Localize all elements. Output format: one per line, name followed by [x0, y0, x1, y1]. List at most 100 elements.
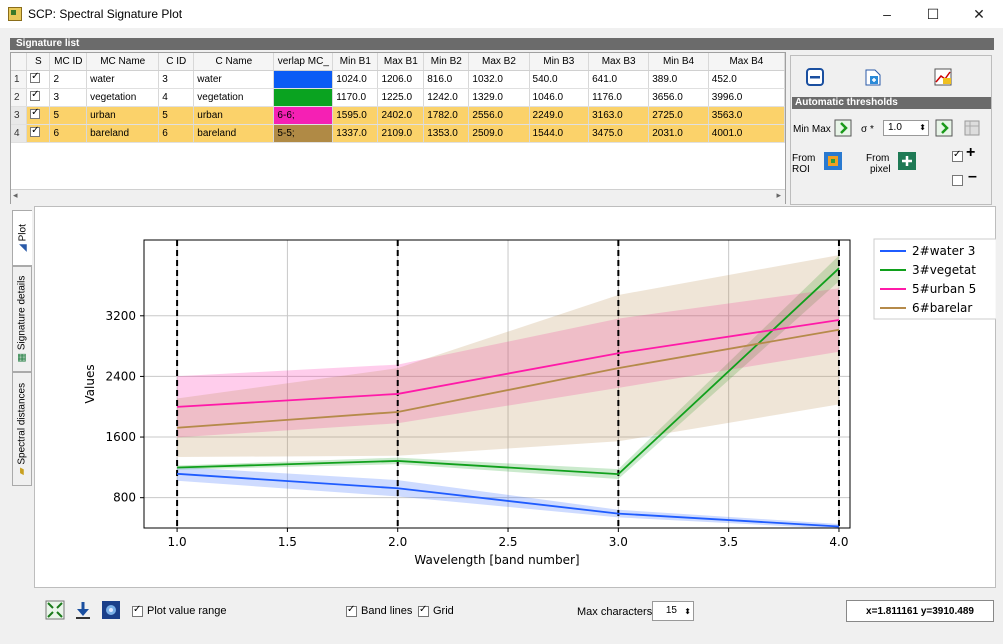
select-cell[interactable] [26, 70, 51, 89]
column-header[interactable]: Min B4 [648, 53, 709, 71]
column-header[interactable]: MC Name [86, 53, 160, 71]
remove-signature-button[interactable] [804, 66, 826, 88]
value-cell[interactable]: 3563.0 [708, 106, 785, 125]
color-cell[interactable]: 5-5; [273, 124, 334, 143]
tab-spectral-distances[interactable]: ▰ Spectral distances [12, 372, 32, 486]
c-id-cell[interactable]: 5 [158, 106, 195, 125]
value-cell[interactable]: 816.0 [423, 70, 470, 89]
select-checkbox[interactable] [30, 125, 41, 137]
sigma-spinbox[interactable]: 1.0 ⬍ [883, 120, 929, 136]
value-cell[interactable]: 1046.0 [529, 88, 590, 107]
c-name-cell[interactable]: bareland [193, 124, 275, 143]
row-number[interactable]: 4 [11, 124, 28, 143]
fit-plot-button[interactable] [44, 599, 66, 621]
c-name-cell[interactable]: water [193, 70, 275, 89]
close-button[interactable]: ✕ [973, 5, 985, 22]
value-cell[interactable]: 1353.0 [423, 124, 470, 143]
c-id-cell[interactable]: 3 [158, 70, 195, 89]
color-cell[interactable]: 6-6; [273, 106, 334, 125]
signature-table[interactable]: S MC ID MC Name C ID C Name verlap MC_ Min B1 M… [10, 52, 786, 204]
value-cell[interactable]: 2509.0 [468, 124, 530, 143]
spectral-signature-chart[interactable]: 1.0 1.5 2.0 2.5 3.0 3.5 4.0 800 1600 2400 3200 Wave… [34, 206, 996, 588]
value-cell[interactable]: 3656.0 [648, 88, 709, 107]
c-name-cell[interactable]: vegetation [193, 88, 275, 107]
table-row[interactable]: 46bareland6bareland5-5;1337.02109.01353.… [11, 124, 785, 143]
value-cell[interactable]: 389.0 [648, 70, 709, 89]
band-lines-checkbox[interactable] [346, 604, 357, 617]
value-cell[interactable]: 2402.0 [377, 106, 425, 125]
select-checkbox[interactable] [30, 89, 41, 101]
column-header[interactable]: Max B1 [377, 53, 425, 71]
color-cell[interactable] [273, 88, 334, 107]
value-cell[interactable]: 2109.0 [377, 124, 425, 143]
plus-checkbox[interactable] [952, 149, 963, 162]
spin-arrows-icon[interactable]: ⬍ [919, 123, 926, 132]
mc-id-cell[interactable]: 2 [49, 70, 88, 89]
value-cell[interactable]: 1595.0 [332, 106, 379, 125]
column-header[interactable]: C ID [158, 53, 195, 71]
select-checkbox[interactable] [30, 71, 41, 83]
column-header[interactable] [11, 53, 28, 71]
spin-arrows-icon[interactable]: ⬍ [684, 607, 691, 616]
plot-value-range-toggle[interactable]: Plot value range [132, 604, 227, 617]
column-header[interactable]: Min B1 [332, 53, 379, 71]
row-number[interactable]: 3 [11, 106, 28, 125]
c-name-cell[interactable]: urban [193, 106, 275, 125]
max-characters-spinbox[interactable]: 15 ⬍ [652, 601, 694, 621]
tab-signature-details[interactable]: ▦ Signature details [12, 266, 32, 372]
value-cell[interactable]: 3163.0 [588, 106, 650, 125]
column-header[interactable]: Min B3 [529, 53, 590, 71]
mc-name-cell[interactable]: urban [86, 106, 160, 125]
value-cell[interactable]: 1242.0 [423, 88, 470, 107]
column-header[interactable]: C Name [193, 53, 275, 71]
column-header[interactable]: Min B2 [423, 53, 470, 71]
mc-id-cell[interactable]: 3 [49, 88, 88, 107]
sigma-apply-button[interactable] [934, 118, 954, 138]
column-header[interactable]: Max B2 [468, 53, 530, 71]
from-pixel-button[interactable] [896, 150, 918, 172]
value-cell[interactable]: 1176.0 [588, 88, 650, 107]
value-cell[interactable]: 641.0 [588, 70, 650, 89]
value-cell[interactable]: 1206.0 [377, 70, 425, 89]
column-header[interactable]: MC ID [49, 53, 88, 71]
value-cell[interactable]: 4001.0 [708, 124, 785, 143]
value-cell[interactable]: 1225.0 [377, 88, 425, 107]
mc-name-cell[interactable]: water [86, 70, 160, 89]
minimize-button[interactable]: – [883, 6, 891, 22]
save-plot-button[interactable] [72, 599, 94, 621]
add-to-plot-button[interactable] [932, 66, 954, 88]
table-horizontal-scrollbar[interactable]: ◂ ▸ [11, 189, 785, 204]
column-header[interactable]: verlap MC_ [273, 53, 334, 71]
tab-plot[interactable]: ◢ Plot [12, 210, 32, 266]
select-checkbox[interactable] [30, 107, 41, 119]
color-cell[interactable] [273, 70, 334, 89]
plot-value-range-checkbox[interactable] [132, 604, 143, 617]
column-header[interactable]: Max B3 [588, 53, 650, 71]
value-cell[interactable]: 1544.0 [529, 124, 590, 143]
c-id-cell[interactable]: 6 [158, 124, 195, 143]
value-cell[interactable]: 452.0 [708, 70, 785, 89]
plot-settings-button[interactable] [100, 599, 122, 621]
maximize-button[interactable]: ☐ [926, 5, 940, 22]
band-lines-toggle[interactable]: Band lines [346, 604, 412, 617]
column-header[interactable]: S [26, 53, 51, 71]
value-cell[interactable]: 1024.0 [332, 70, 379, 89]
value-cell[interactable]: 1329.0 [468, 88, 530, 107]
minus-checkbox[interactable] [952, 174, 963, 186]
mc-name-cell[interactable]: bareland [86, 124, 160, 143]
value-cell[interactable]: 1782.0 [423, 106, 470, 125]
value-cell[interactable]: 1032.0 [468, 70, 530, 89]
value-cell[interactable]: 2556.0 [468, 106, 530, 125]
import-signature-button[interactable] [862, 66, 884, 88]
grid-checkbox[interactable] [418, 604, 429, 617]
value-cell[interactable]: 2249.0 [529, 106, 590, 125]
row-number[interactable]: 2 [11, 88, 28, 107]
table-row[interactable]: 23vegetation4vegetation1170.01225.01242.… [11, 88, 785, 107]
mc-id-cell[interactable]: 6 [49, 124, 88, 143]
value-cell[interactable]: 2725.0 [648, 106, 709, 125]
value-cell[interactable]: 2031.0 [648, 124, 709, 143]
value-cell[interactable]: 1170.0 [332, 88, 379, 107]
table-row[interactable]: 35urban5urban6-6;1595.02402.01782.02556.… [11, 106, 785, 125]
value-cell[interactable]: 1337.0 [332, 124, 379, 143]
from-roi-button[interactable] [822, 150, 844, 172]
